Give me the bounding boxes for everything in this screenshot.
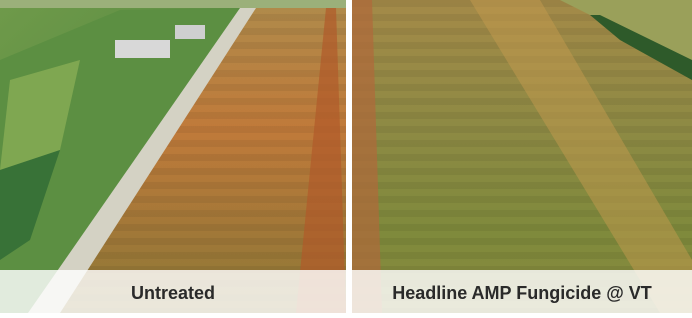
- untreated-photo: [0, 0, 346, 313]
- caption: Untreated: [131, 283, 215, 303]
- caption: Headline AMP Fungicide @ VT: [392, 283, 652, 303]
- comparison-figure: Untreated Headline AMP Fungicide @ VT: [0, 0, 692, 313]
- treated-photo: [352, 0, 692, 313]
